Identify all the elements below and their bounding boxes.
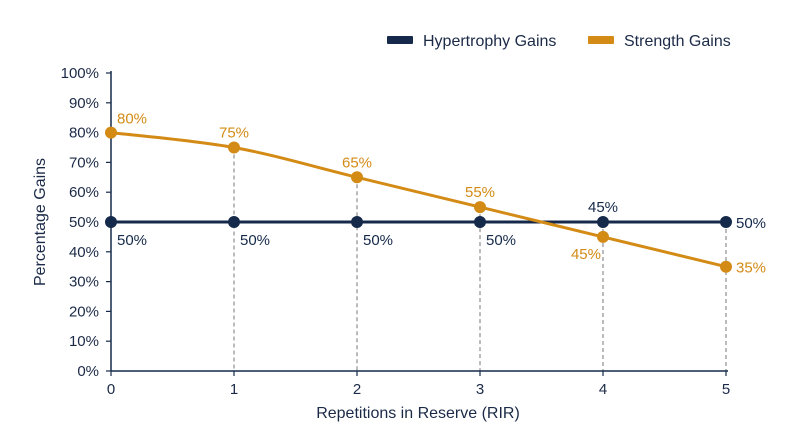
- y-tick-label: 40%: [69, 244, 99, 261]
- y-tick-label: 100%: [61, 65, 99, 82]
- series-point-0: [105, 216, 117, 228]
- strength-data-label: 55%: [465, 184, 495, 201]
- series-point-0: [720, 216, 732, 228]
- hypertrophy-data-label: 50%: [240, 232, 270, 249]
- legend-swatch-hypertrophy: [387, 36, 413, 44]
- x-tick-label: 5: [722, 381, 730, 398]
- x-axis-title: Repetitions in Reserve (RIR): [316, 405, 520, 422]
- x-tick-label: 0: [107, 381, 115, 398]
- strength-data-label: 35%: [736, 260, 766, 277]
- series-point-0: [351, 216, 363, 228]
- series-point-1: [597, 230, 609, 243]
- legend-label-hypertrophy: Hypertrophy Gains: [423, 33, 556, 50]
- y-tick-label: 70%: [69, 154, 99, 171]
- data-labels: 50% 50% 50% 50% 45% 50% 80% 75% 65% 55% 45% 35%: [117, 111, 766, 277]
- strength-data-label: 75%: [219, 125, 249, 142]
- strength-data-label: 65%: [342, 154, 372, 171]
- y-tick-label: 0%: [77, 363, 99, 380]
- series-point-1: [228, 141, 240, 154]
- drop-lines: [233, 147, 727, 371]
- y-tick-label: 60%: [69, 184, 99, 201]
- x-tick-label: 1: [230, 381, 238, 398]
- series-line-1: [110, 131, 727, 269]
- series-point-0: [228, 216, 240, 228]
- hypertrophy-data-label: 50%: [363, 232, 393, 249]
- y-tick-label: 50%: [69, 214, 99, 231]
- strength-data-label: 80%: [117, 111, 147, 128]
- x-tick-label: 3: [476, 381, 484, 398]
- y-tick-label: 20%: [69, 303, 99, 320]
- y-tick-label: 90%: [69, 95, 99, 112]
- series-point-0: [597, 216, 609, 228]
- series-point-1: [720, 260, 732, 273]
- series: [105, 126, 732, 273]
- y-tick-label: 80%: [69, 125, 99, 142]
- hypertrophy-data-label: 50%: [117, 232, 147, 249]
- series-point-1: [105, 126, 117, 139]
- x-tick-label: 2: [353, 381, 361, 398]
- y-tick-label: 10%: [69, 333, 99, 350]
- x-tick-label: 4: [599, 381, 607, 398]
- series-point-1: [474, 201, 486, 214]
- series-point-1: [351, 171, 363, 184]
- y-tick-label: 30%: [69, 274, 99, 291]
- strength-data-label: 45%: [571, 246, 601, 263]
- hypertrophy-data-label: 50%: [486, 232, 516, 249]
- axes: 0% 10% 20% 30% 40% 50% 60% 70% 80% 90% 100% 0 1 2 3 4 5: [61, 65, 731, 398]
- legend-swatch-strength: [588, 36, 614, 44]
- series-point-0: [474, 216, 486, 228]
- hypertrophy-data-label: 50%: [736, 215, 766, 232]
- hypertrophy-data-label: 45%: [588, 199, 618, 216]
- legend: Hypertrophy Gains Strength Gains: [387, 33, 731, 50]
- y-axis-title: Percentage Gains: [32, 158, 49, 286]
- legend-label-strength: Strength Gains: [624, 33, 731, 50]
